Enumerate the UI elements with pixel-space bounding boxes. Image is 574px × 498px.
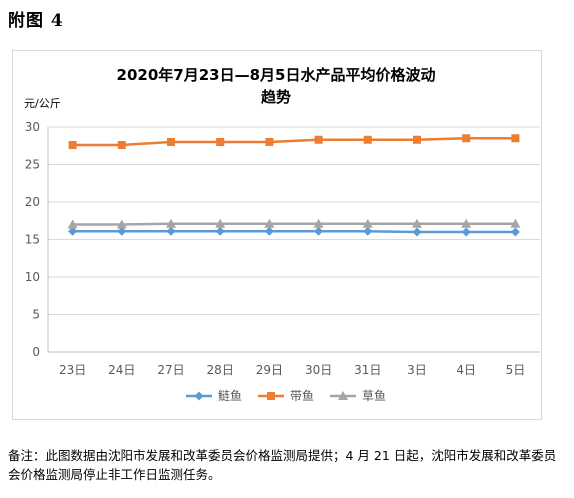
series-line — [72, 230, 516, 234]
legend-item: 鲢鱼 — [186, 388, 242, 403]
chart-title-line2: 趋势 — [261, 88, 291, 106]
data-point — [363, 135, 372, 144]
legend-item: 草鱼 — [330, 389, 386, 403]
x-tick-label: 23日 — [59, 363, 86, 377]
x-tick-label: 3日 — [407, 363, 427, 377]
x-tick-label: 27日 — [157, 363, 184, 377]
data-point — [267, 392, 275, 400]
data-point — [461, 227, 471, 237]
chart-frame — [12, 50, 542, 420]
x-tick-label: 24日 — [108, 363, 135, 377]
legend-label: 带鱼 — [290, 389, 314, 403]
series-line — [72, 222, 516, 226]
data-point — [116, 219, 127, 229]
x-tick-label: 4日 — [456, 363, 476, 377]
x-tick-label: 28日 — [207, 363, 234, 377]
y-tick-label: 10 — [25, 270, 40, 284]
y-axis-label: 元/公斤 — [24, 97, 61, 110]
data-point — [215, 218, 226, 228]
data-point — [511, 134, 520, 143]
y-tick-label: 25 — [25, 158, 40, 172]
series-带鱼 — [68, 134, 520, 149]
data-point — [338, 391, 348, 400]
series-鲢鱼 — [68, 226, 520, 237]
data-point — [363, 226, 373, 236]
data-point — [510, 227, 520, 237]
data-point — [117, 141, 126, 149]
legend-label: 草鱼 — [362, 389, 386, 403]
y-tick-label: 20 — [25, 195, 40, 209]
data-point — [412, 218, 422, 228]
y-tick-label: 5 — [32, 308, 40, 322]
data-point — [462, 134, 471, 143]
x-tick-label: 5日 — [506, 363, 526, 377]
data-point — [264, 218, 275, 228]
chart-title-line1: 2020年7月23日—8月5日水产品平均价格波动 — [117, 66, 436, 84]
data-point — [68, 226, 78, 236]
price-line-chart: 2020年7月23日—8月5日水产品平均价格波动 趋势 元/公斤 0 5 10 15 2… — [24, 66, 540, 403]
data-point — [67, 219, 78, 229]
footnote: 备注：此图数据由沈阳市发展和改革委员会价格监测局提供；4 月 21 日起，沈阳市… — [8, 448, 557, 482]
series-line — [72, 137, 516, 147]
data-point — [194, 391, 204, 401]
data-point — [216, 138, 225, 146]
x-tick-label: 30日 — [305, 363, 332, 377]
legend-item: 带鱼 — [258, 389, 314, 403]
data-point — [362, 218, 373, 228]
data-point — [313, 218, 324, 228]
y-tick-label: 15 — [25, 233, 40, 247]
data-point — [413, 135, 421, 144]
figure-label: 附图 4 — [8, 11, 64, 31]
series-草鱼 — [67, 218, 521, 229]
data-point — [265, 138, 274, 146]
data-point — [166, 226, 176, 236]
data-point — [314, 135, 323, 144]
y-tick-label: 0 — [32, 345, 40, 359]
data-point — [461, 218, 472, 228]
data-point — [412, 227, 422, 237]
x-tick-label: 31日 — [354, 363, 381, 377]
data-point — [117, 226, 127, 236]
data-point — [68, 141, 77, 149]
y-tick-label: 30 — [25, 120, 40, 134]
x-tick-label: 29日 — [256, 363, 283, 377]
data-point — [314, 226, 324, 236]
data-point — [166, 218, 176, 228]
legend-label: 鲢鱼 — [218, 388, 242, 403]
data-point — [510, 218, 521, 228]
data-point — [167, 138, 175, 146]
data-point — [264, 226, 274, 236]
data-point — [215, 226, 225, 236]
